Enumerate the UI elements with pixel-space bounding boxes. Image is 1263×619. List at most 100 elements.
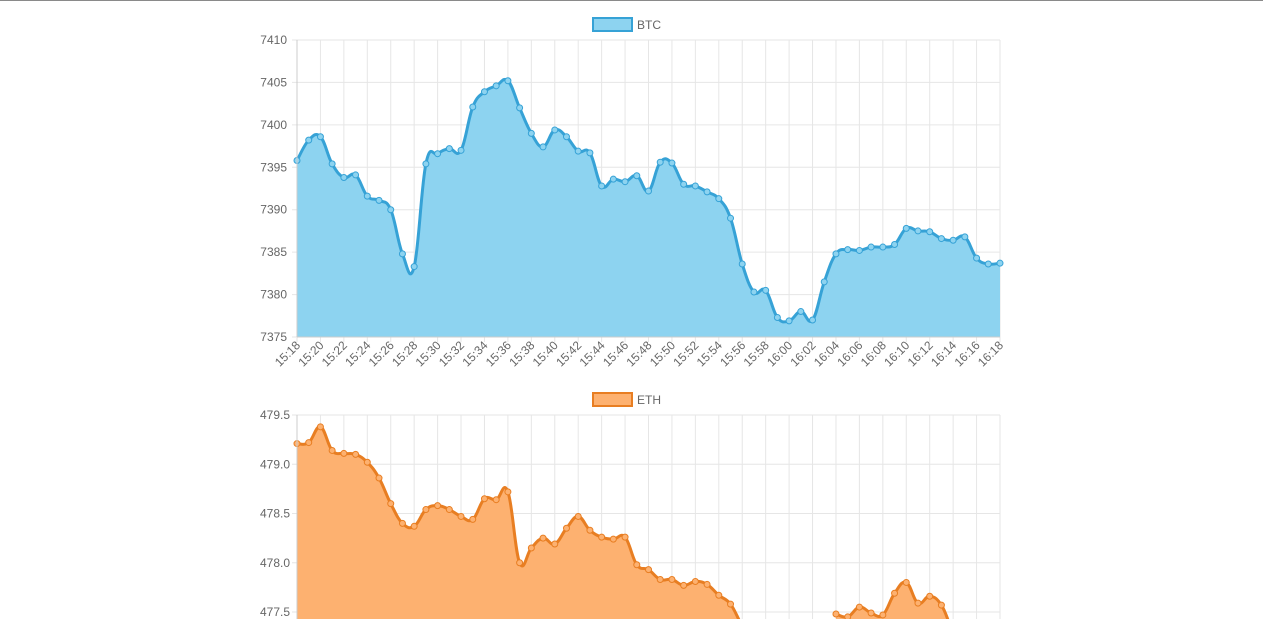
btc-data-point	[340, 173, 348, 181]
btc-data-point	[621, 178, 629, 186]
eth-data-point	[914, 599, 922, 607]
btc-x-tick: 15:54	[694, 338, 725, 369]
btc-x-tick: 16:12	[905, 338, 936, 369]
eth-data-point	[457, 512, 465, 520]
eth-data-point	[316, 423, 324, 431]
eth-chart: 479.5 479.0 478.5 478.0 477.5 ETH	[260, 392, 1001, 619]
eth-data-point	[598, 533, 606, 541]
btc-x-tick: 15:32	[436, 338, 467, 369]
btc-data-point	[703, 188, 711, 196]
btc-x-tick: 15:24	[342, 338, 373, 369]
eth-data-point	[680, 581, 688, 589]
btc-data-point	[504, 77, 512, 85]
btc-data-point	[832, 250, 840, 258]
btc-axes	[296, 40, 1000, 338]
eth-data-point	[375, 474, 383, 482]
eth-points	[293, 423, 945, 619]
btc-x-tick: 15:58	[741, 338, 772, 369]
eth-data-point	[937, 601, 945, 609]
btc-x-tick: 15:36	[483, 338, 514, 369]
btc-data-point	[410, 263, 418, 271]
btc-data-point	[469, 103, 477, 111]
eth-data-point	[539, 534, 547, 542]
eth-legend[interactable]: ETH	[592, 392, 661, 407]
btc-x-tick: 16:18	[975, 338, 1006, 369]
btc-data-point	[820, 278, 828, 286]
btc-x-tick: 15:56	[717, 338, 748, 369]
eth-data-point	[574, 512, 582, 520]
btc-data-point	[715, 195, 723, 203]
btc-x-tick: 15:52	[670, 338, 701, 369]
btc-data-point	[586, 149, 594, 157]
btc-data-point	[902, 224, 910, 232]
eth-legend-swatch[interactable]	[592, 392, 633, 407]
eth-data-point	[844, 613, 852, 619]
btc-data-point	[434, 150, 442, 158]
btc-data-point	[797, 308, 805, 316]
btc-data-point	[762, 286, 770, 294]
btc-x-tick: 16:06	[834, 338, 865, 369]
eth-data-point	[504, 488, 512, 496]
eth-data-point	[340, 449, 348, 457]
btc-data-point	[480, 88, 488, 96]
btc-legend-swatch[interactable]	[592, 17, 633, 32]
btc-x-tick: 15:38	[506, 338, 537, 369]
eth-legend-label[interactable]: ETH	[637, 393, 661, 407]
btc-x-tick: 16:16	[952, 338, 983, 369]
eth-data-point	[516, 559, 524, 567]
btc-x-tick: 15:30	[413, 338, 444, 369]
btc-data-point	[855, 246, 863, 254]
eth-data-point	[891, 589, 899, 597]
btc-data-point	[996, 259, 1004, 267]
btc-data-point	[551, 126, 559, 134]
btc-data-point	[844, 246, 852, 254]
eth-data-point	[434, 502, 442, 510]
btc-y-tick-labels: 7410 7405 7400 7395 7390 7385 7380 7375	[260, 33, 287, 344]
btc-x-tick: 15:50	[647, 338, 678, 369]
btc-data-point	[492, 82, 500, 90]
btc-data-point	[316, 133, 324, 141]
btc-data-point	[914, 227, 922, 235]
eth-y-tick: 479.0	[260, 457, 290, 471]
btc-x-tick: 15:44	[577, 338, 608, 369]
btc-data-point	[387, 206, 395, 214]
btc-data-point	[609, 175, 617, 183]
eth-data-point	[387, 500, 395, 508]
btc-x-tick: 16:02	[788, 338, 819, 369]
eth-data-point	[445, 506, 453, 514]
btc-legend-label[interactable]: BTC	[637, 18, 661, 32]
btc-x-tick: 15:28	[389, 338, 420, 369]
btc-x-tick: 16:08	[858, 338, 889, 369]
btc-y-tick: 7380	[260, 288, 287, 302]
btc-data-point	[445, 145, 453, 153]
eth-data-point	[480, 495, 488, 503]
btc-data-point	[668, 159, 676, 167]
eth-y-tick: 478.0	[260, 556, 290, 570]
btc-data-point	[680, 180, 688, 188]
btc-data-point	[937, 235, 945, 243]
btc-y-tick: 7400	[260, 118, 287, 132]
btc-x-tick: 16:14	[928, 338, 959, 369]
eth-y-tick: 477.5	[260, 605, 290, 619]
btc-data-point	[691, 182, 699, 190]
btc-x-tick: 15:40	[530, 338, 561, 369]
eth-data-point	[691, 577, 699, 585]
eth-data-point	[492, 496, 500, 504]
btc-chart: 7410 7405 7400 7395 7390 7385 7380 7375 15:1815…	[260, 17, 1006, 369]
eth-data-point	[352, 450, 360, 458]
btc-data-point	[949, 236, 957, 244]
eth-data-point	[645, 566, 652, 574]
btc-data-point	[598, 182, 606, 190]
btc-data-point	[527, 129, 535, 137]
btc-legend[interactable]: BTC	[592, 17, 661, 32]
eth-data-point	[879, 611, 887, 619]
btc-data-point	[516, 104, 524, 112]
eth-data-point	[855, 603, 863, 611]
eth-data-point	[703, 580, 711, 588]
btc-data-point	[773, 313, 781, 321]
btc-data-point	[867, 243, 875, 251]
eth-data-point	[562, 524, 570, 532]
btc-data-point	[352, 171, 360, 179]
eth-data-point	[469, 515, 477, 523]
